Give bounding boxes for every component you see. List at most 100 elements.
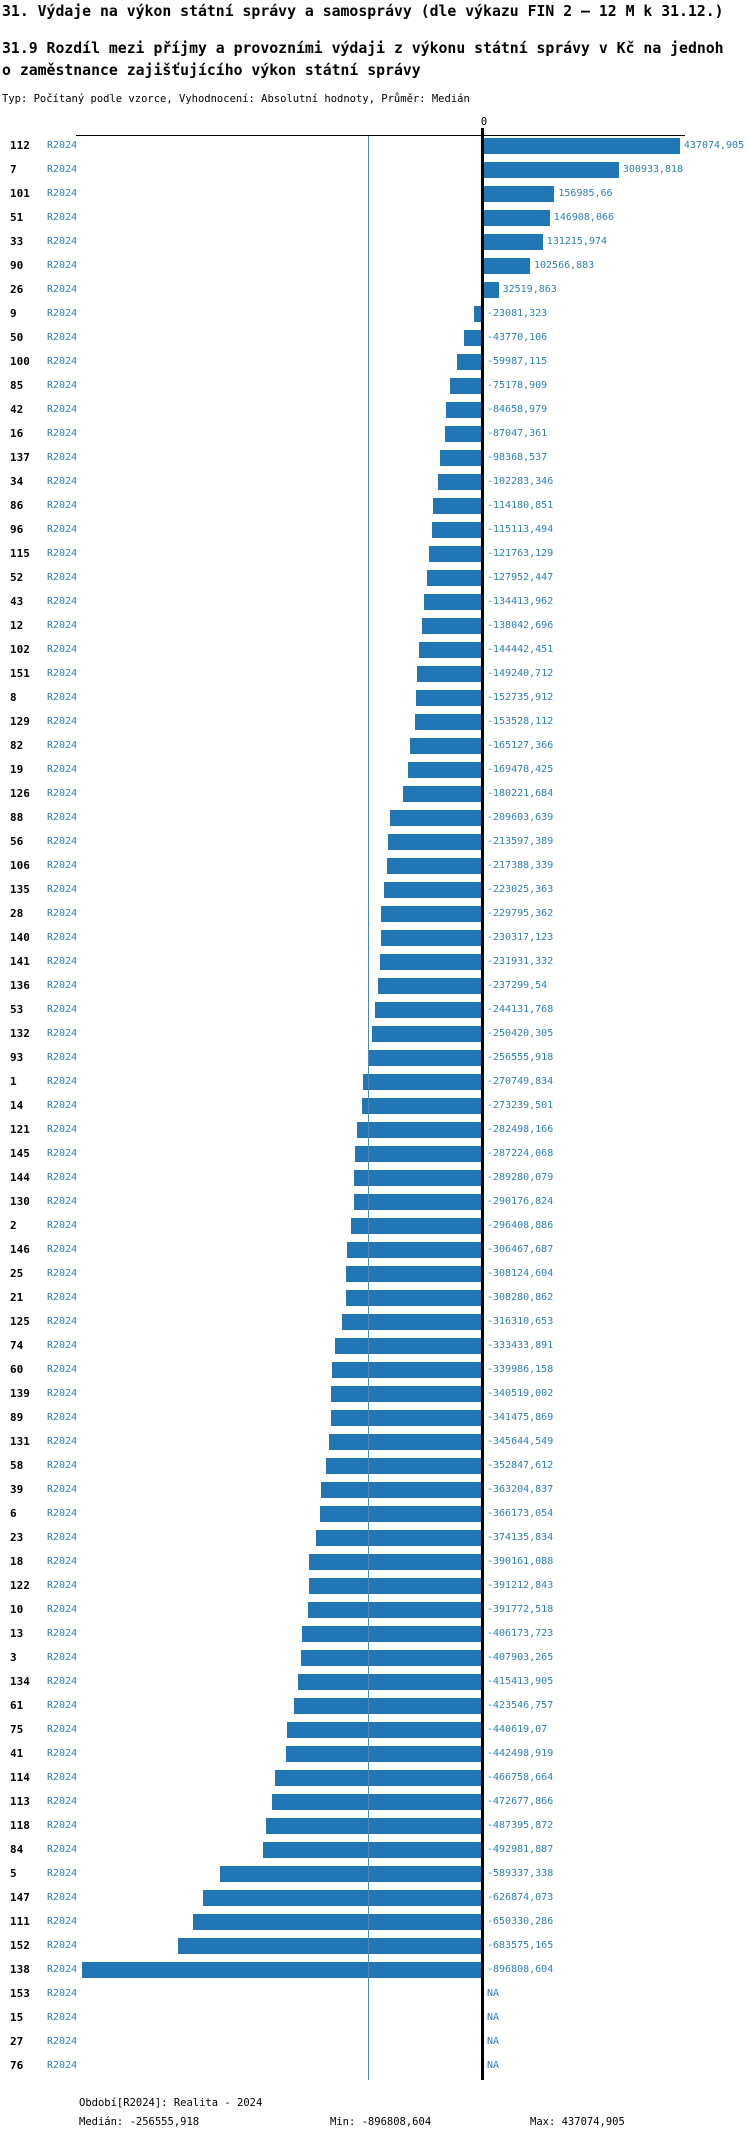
row-period-label: R2024 xyxy=(47,931,78,943)
indicator-meta: Typ: Počítaný podle vzorce, Vyhodnocení:… xyxy=(2,93,470,105)
value-label: -229795,362 xyxy=(487,907,554,919)
chart-row: 10 R2024 -391772,518 xyxy=(0,1598,750,1622)
footer-median: Medián: -256555,918 xyxy=(79,2116,200,2128)
row-id-label: 125 xyxy=(10,1314,30,1328)
value-bar xyxy=(388,833,484,850)
value-label: -415413,905 xyxy=(487,1675,554,1687)
row-period-label: R2024 xyxy=(47,1195,78,1207)
value-bar xyxy=(380,953,484,970)
value-bar xyxy=(274,1769,484,1786)
chart-row: 43 R2024 -134413,962 xyxy=(0,590,750,614)
chart-row: 39 R2024 -363204,837 xyxy=(0,1478,750,1502)
value-label: NA xyxy=(487,1987,500,1999)
value-bar xyxy=(361,1097,484,1114)
row-period-label: R2024 xyxy=(47,1723,78,1735)
value-label: -896808,604 xyxy=(487,1963,554,1975)
row-id-label: 144 xyxy=(10,1170,30,1184)
row-period-label: R2024 xyxy=(47,235,78,247)
row-id-label: 82 xyxy=(10,738,24,752)
value-label: -683575,165 xyxy=(487,1939,554,1951)
value-label: -43770,106 xyxy=(487,331,548,343)
chart-row: 33 R2024 131215,974 xyxy=(0,230,750,254)
chart-row: 90 R2024 102566,883 xyxy=(0,254,750,278)
row-period-label: R2024 xyxy=(47,739,78,751)
row-period-label: R2024 xyxy=(47,523,78,535)
row-period-label: R2024 xyxy=(47,163,78,175)
row-id-label: 129 xyxy=(10,714,30,728)
value-bar xyxy=(331,1361,484,1378)
chart-row: 6 R2024 -366173,054 xyxy=(0,1502,750,1526)
value-bar xyxy=(429,545,484,562)
row-period-label: R2024 xyxy=(47,2035,78,2047)
chart-row: 129 R2024 -153528,112 xyxy=(0,710,750,734)
value-bar xyxy=(301,1649,484,1666)
value-label: -316310,653 xyxy=(487,1315,554,1327)
row-period-label: R2024 xyxy=(47,547,78,559)
chart-row: 112 R2024 437074,905 xyxy=(0,134,750,158)
value-bar xyxy=(415,689,484,706)
row-period-label: R2024 xyxy=(47,1171,78,1183)
row-period-label: R2024 xyxy=(47,1387,78,1399)
row-id-label: 53 xyxy=(10,1002,24,1016)
chart-row: 56 R2024 -213597,389 xyxy=(0,830,750,854)
row-period-label: R2024 xyxy=(47,1147,78,1159)
value-bar xyxy=(285,1745,484,1762)
chart-row: 111 R2024 -650330,286 xyxy=(0,1910,750,1934)
value-bar xyxy=(445,425,484,442)
value-bar xyxy=(325,1457,484,1474)
value-bar xyxy=(354,1169,484,1186)
chart-row: 16 R2024 -87047,361 xyxy=(0,422,750,446)
row-id-label: 33 xyxy=(10,234,24,248)
row-id-label: 146 xyxy=(10,1242,30,1256)
value-label: -237299,54 xyxy=(487,979,548,991)
value-label: -59987,115 xyxy=(487,355,548,367)
row-id-label: 100 xyxy=(10,354,30,368)
row-period-label: R2024 xyxy=(47,1939,78,1951)
value-label: -487395,872 xyxy=(487,1819,554,1831)
value-label: -440619,07 xyxy=(487,1723,548,1735)
chart-row: 126 R2024 -180221,684 xyxy=(0,782,750,806)
value-label: -296408,886 xyxy=(487,1219,554,1231)
value-bar xyxy=(297,1673,484,1690)
value-bar xyxy=(377,977,484,994)
value-label: 102566,883 xyxy=(534,259,595,271)
value-label: -363204,837 xyxy=(487,1483,554,1495)
chart-row: 42 R2024 -84658,979 xyxy=(0,398,750,422)
row-period-label: R2024 xyxy=(47,1051,78,1063)
row-period-label: R2024 xyxy=(47,331,78,343)
value-bar xyxy=(417,665,484,682)
chart-row: 82 R2024 -165127,366 xyxy=(0,734,750,758)
value-bar xyxy=(362,1073,484,1090)
row-id-label: 42 xyxy=(10,402,24,416)
row-period-label: R2024 xyxy=(47,475,78,487)
row-id-label: 18 xyxy=(10,1554,24,1568)
chart-row: 1 R2024 -270749,834 xyxy=(0,1070,750,1094)
value-label: -374135,834 xyxy=(487,1531,554,1543)
chart-row: 153 R2024 NA xyxy=(0,1982,750,2006)
row-id-label: 145 xyxy=(10,1146,30,1160)
value-label: -180221,684 xyxy=(487,787,554,799)
row-period-label: R2024 xyxy=(47,571,78,583)
value-label: -287224,068 xyxy=(487,1147,554,1159)
chart-row: 102 R2024 -144442,451 xyxy=(0,638,750,662)
row-period-label: R2024 xyxy=(47,1915,78,1927)
row-period-label: R2024 xyxy=(47,1603,78,1615)
row-period-label: R2024 xyxy=(47,1555,78,1567)
chart-row: 115 R2024 -121763,129 xyxy=(0,542,750,566)
chart-row: 3 R2024 -407903,265 xyxy=(0,1646,750,1670)
row-id-label: 9 xyxy=(10,306,17,320)
row-period-label: R2024 xyxy=(47,379,78,391)
row-id-label: 126 xyxy=(10,786,30,800)
value-bar xyxy=(346,1241,484,1258)
value-label: -121763,129 xyxy=(487,547,554,559)
chart-row: 122 R2024 -391212,843 xyxy=(0,1574,750,1598)
value-label: NA xyxy=(487,2035,500,2047)
chart-row: 134 R2024 -415413,905 xyxy=(0,1670,750,1694)
value-label: -149240,712 xyxy=(487,667,554,679)
chart-row: 53 R2024 -244131,768 xyxy=(0,998,750,1022)
row-id-label: 122 xyxy=(10,1578,30,1592)
chart-row: 118 R2024 -487395,872 xyxy=(0,1814,750,1838)
chart-row: 121 R2024 -282498,166 xyxy=(0,1118,750,1142)
row-period-label: R2024 xyxy=(47,883,78,895)
value-bar xyxy=(351,1217,484,1234)
